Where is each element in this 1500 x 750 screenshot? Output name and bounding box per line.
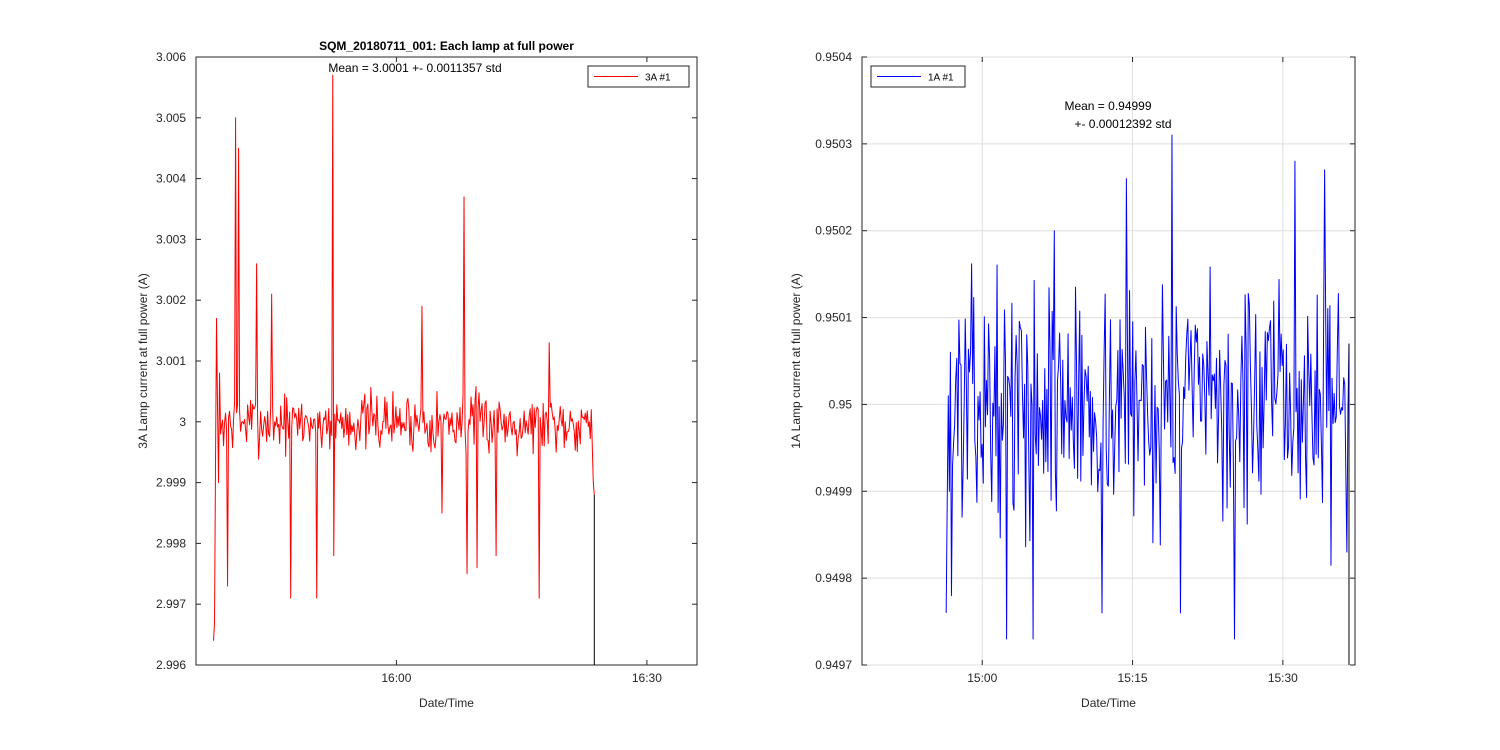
legend: 3A #1	[587, 65, 690, 88]
series-line-3a-1	[213, 74, 595, 641]
x-tick-label: 15:30	[1268, 671, 1298, 685]
tick-layer: 2.996 2.997 2.998 2.999 3 3.001 3.002 3.003 3.00…	[156, 50, 697, 685]
y-tick-label: 3.005	[156, 111, 186, 125]
series-line-1a-1	[945, 134, 1350, 640]
y-tick-label: 0.9499	[815, 484, 852, 498]
legend-label-3a-1: 3A #1	[645, 73, 671, 84]
x-tick-label: 15:15	[1118, 671, 1148, 685]
y-tick-label: 0.9502	[815, 224, 852, 238]
tick-layer: 0.9497 0.9498 0.9499 0.95 0.9501 0.9502 0.9503…	[815, 50, 1355, 685]
x-tick-label: 16:30	[632, 671, 662, 685]
mean-annotation: Mean = 3.0001 +- 0.0011357 std	[328, 61, 501, 75]
y-tick-label: 2.996	[156, 658, 186, 672]
y-tick-label: 3	[179, 415, 186, 429]
x-axis-label: Date/Time	[1081, 696, 1136, 710]
y-tick-label: 2.997	[156, 597, 186, 611]
legend-label-1a-1: 1A #1	[928, 73, 954, 84]
y-tick-label: 2.999	[156, 476, 186, 490]
y-tick-label: 3.002	[156, 293, 186, 307]
plot-3a-lamp: 2.996 2.997 2.998 2.999 3 3.001 3.002 3.003 3.00…	[136, 39, 698, 710]
x-axis-label: Date/Time	[419, 696, 474, 710]
y-axis-label: 1A Lamp current at full power (A)	[789, 273, 803, 448]
y-tick-label: 0.9497	[815, 658, 852, 672]
y-tick-label: 0.95	[829, 397, 853, 411]
mean-annotation-line-1: Mean = 0.94999	[1064, 99, 1151, 113]
y-axis-label: 3A Lamp current at full power (A)	[136, 273, 150, 448]
x-tick-label: 15:00	[967, 671, 997, 685]
y-tick-label: 2.998	[156, 536, 186, 550]
y-tick-label: 3.006	[156, 50, 186, 64]
axes-box	[861, 56, 1356, 666]
y-tick-label: 3.003	[156, 232, 186, 246]
legend: 1A #1	[870, 65, 966, 88]
data-layer	[213, 74, 595, 665]
y-tick-label: 0.9504	[815, 50, 852, 64]
x-tick-label: 16:00	[381, 671, 411, 685]
plot-1a-lamp: 0.9497 0.9498 0.9499 0.95 0.9501 0.9502 0.9503…	[789, 50, 1356, 710]
axes-box	[195, 56, 698, 666]
y-tick-label: 0.9503	[815, 137, 852, 151]
data-layer	[945, 134, 1350, 665]
y-tick-label: 0.9501	[815, 311, 852, 325]
y-tick-label: 0.9498	[815, 571, 852, 585]
y-tick-label: 3.004	[156, 172, 186, 186]
mean-annotation-line-2: +- 0.00012392 std	[1074, 117, 1171, 131]
y-tick-label: 3.001	[156, 354, 186, 368]
legend-box	[587, 65, 690, 88]
chart-title: SQM_20180711_001: Each lamp at full powe…	[319, 39, 574, 53]
